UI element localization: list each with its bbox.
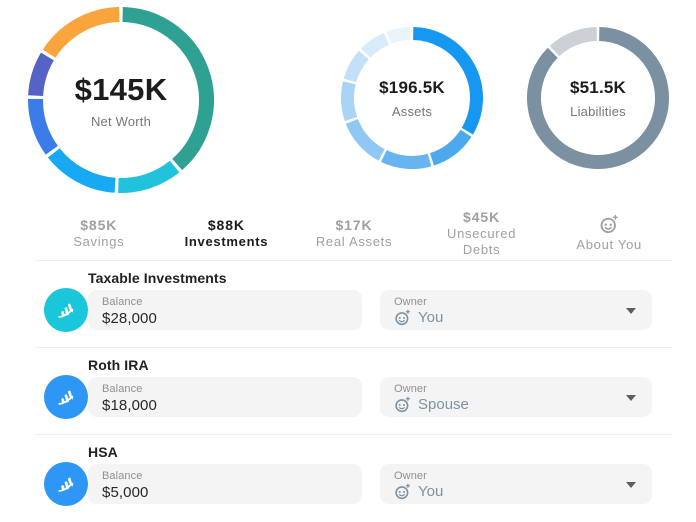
tab-investments-value: $88K (207, 216, 245, 233)
tab-about-you-label: About You (576, 236, 642, 252)
balance-value: $28,000 (102, 310, 157, 327)
chart-trend-icon (44, 288, 88, 332)
account-title: HSA (88, 444, 118, 460)
tab-real-assets-value: $17K (335, 216, 373, 233)
owner-value: You (418, 309, 444, 326)
assets-donut-chart: $196.5K Assets (341, 27, 483, 169)
tab-real-assets[interactable]: $17K Real Assets (290, 217, 418, 250)
balance-label: Balance (102, 296, 143, 308)
investments-account-list: Taxable Investments Balance $28,000 Owne… (0, 261, 696, 522)
balance-field[interactable]: Balance $18,000 (88, 377, 362, 417)
account-title: Taxable Investments (88, 270, 227, 286)
chart-trend-icon (44, 375, 88, 419)
account-row-roth-ira: Roth IRA Balance $18,000 Owner Spouse (35, 348, 673, 435)
liabilities-donut-ring (527, 27, 669, 169)
face-icon (394, 396, 411, 413)
tab-savings[interactable]: $85K Savings (35, 217, 163, 250)
net-worth-donut-chart: $145K Net Worth (28, 7, 214, 193)
balance-label: Balance (102, 470, 143, 482)
tab-unsecured-debts[interactable]: $45K Unsecured Debts (418, 209, 546, 258)
assets-donut-ring (341, 27, 483, 169)
face-icon (394, 309, 411, 326)
owner-select[interactable]: Owner You (380, 290, 652, 330)
balance-field[interactable]: Balance $5,000 (88, 464, 362, 504)
owner-select[interactable]: Owner You (380, 464, 652, 504)
chevron-down-icon (626, 395, 636, 401)
chevron-down-icon (626, 482, 636, 488)
account-row-taxable-investments: Taxable Investments Balance $28,000 Owne… (35, 261, 673, 348)
owner-label: Owner (394, 296, 427, 308)
tab-savings-value: $85K (80, 216, 118, 233)
owner-label: Owner (394, 470, 427, 482)
face-icon (394, 483, 411, 500)
tab-real-assets-label: Real Assets (315, 233, 393, 249)
chart-trend-icon (44, 462, 88, 506)
face-add-icon (599, 214, 619, 234)
owner-value: You (418, 483, 444, 500)
account-title: Roth IRA (88, 357, 149, 373)
owner-value: Spouse (418, 396, 469, 413)
owner-label: Owner (394, 383, 427, 395)
balance-label: Balance (102, 383, 143, 395)
tab-about-you[interactable]: About You (545, 214, 673, 253)
tab-unsecured-debts-value: $45K (463, 208, 501, 225)
balance-field[interactable]: Balance $28,000 (88, 290, 362, 330)
tab-investments-label: Investments (184, 233, 269, 249)
account-row-hsa: HSA Balance $5,000 Owner You (35, 435, 673, 522)
tab-unsecured-debts-label: Unsecured Debts (446, 225, 517, 257)
owner-select[interactable]: Owner Spouse (380, 377, 652, 417)
tab-investments[interactable]: $88K Investments (163, 217, 291, 250)
chevron-down-icon (626, 308, 636, 314)
net-worth-donut-ring (28, 7, 214, 193)
category-tab-bar: $85K Savings $88K Investments $17K Real … (35, 206, 673, 261)
balance-value: $18,000 (102, 397, 157, 414)
balance-value: $5,000 (102, 484, 149, 501)
liabilities-donut-chart: $51.5K Liabilities (527, 27, 669, 169)
tab-savings-label: Savings (73, 233, 125, 249)
